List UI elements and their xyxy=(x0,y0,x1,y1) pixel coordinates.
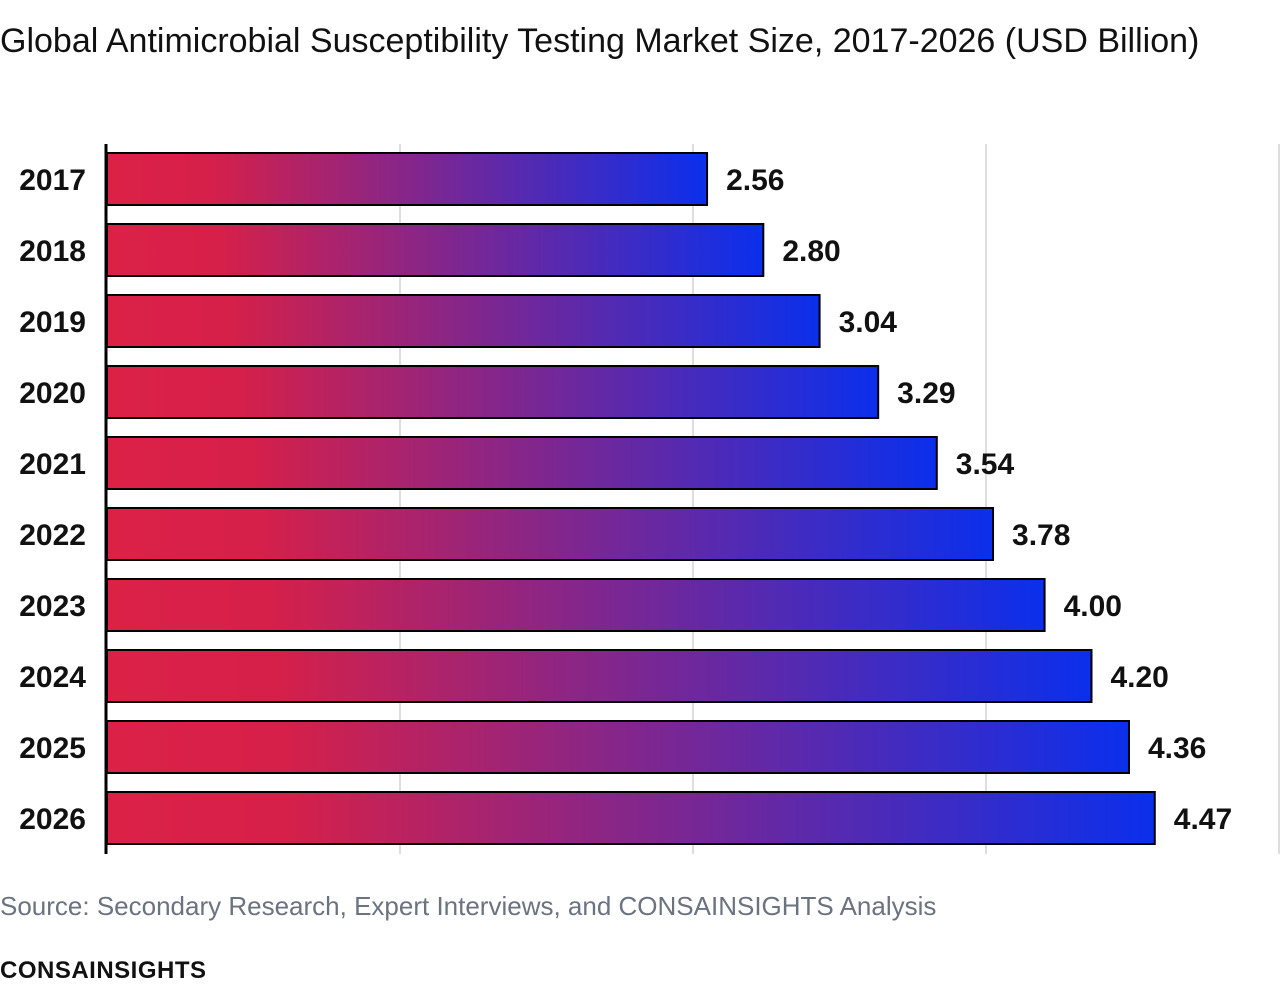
category-label-2018: 2018 xyxy=(19,235,86,268)
category-label-2026: 2026 xyxy=(19,803,86,836)
bars xyxy=(106,152,1156,845)
value-label-2026: 4.47 xyxy=(1174,803,1232,836)
bar-chart: 2017 2.56 2018 2.80 2019 3.04 2020 3.29 2021 3.54… xyxy=(19,144,1280,854)
category-label-2025: 2025 xyxy=(19,732,86,765)
bar-2026 xyxy=(106,791,1156,845)
bar-2023 xyxy=(106,578,1046,632)
category-label-2019: 2019 xyxy=(19,306,86,339)
value-label-2018: 2.80 xyxy=(782,235,840,268)
chart-title: Global Antimicrobial Susceptibility Test… xyxy=(0,22,1200,60)
brand-logo: CONSAINSIGHTS xyxy=(0,957,207,984)
value-label-2021: 3.54 xyxy=(956,448,1015,481)
value-label-2023: 4.00 xyxy=(1064,590,1122,623)
value-label-2020: 3.29 xyxy=(897,377,955,410)
bar-2018 xyxy=(106,223,765,277)
bar-2024 xyxy=(106,649,1093,703)
category-label-2022: 2022 xyxy=(19,519,86,552)
bar-2020 xyxy=(106,365,880,419)
value-label-2025: 4.36 xyxy=(1148,732,1206,765)
value-label-2019: 3.04 xyxy=(839,306,898,339)
category-label-2021: 2021 xyxy=(19,448,86,481)
category-label-2020: 2020 xyxy=(19,377,86,410)
category-label-2017: 2017 xyxy=(19,164,86,197)
bar-2021 xyxy=(106,436,938,490)
source-note: Source: Secondary Research, Expert Inter… xyxy=(0,891,937,921)
value-label-2017: 2.56 xyxy=(726,164,784,197)
value-label-2022: 3.78 xyxy=(1012,519,1070,552)
bar-2019 xyxy=(106,294,821,348)
category-label-2024: 2024 xyxy=(19,661,86,694)
bar-2025 xyxy=(106,720,1130,774)
category-label-2023: 2023 xyxy=(19,590,86,623)
bar-2022 xyxy=(106,507,995,561)
labels: 2017 2.56 2018 2.80 2019 3.04 2020 3.29 2021 3.54… xyxy=(19,164,1232,836)
value-label-2024: 4.20 xyxy=(1110,661,1168,694)
bar-2017 xyxy=(106,152,709,206)
